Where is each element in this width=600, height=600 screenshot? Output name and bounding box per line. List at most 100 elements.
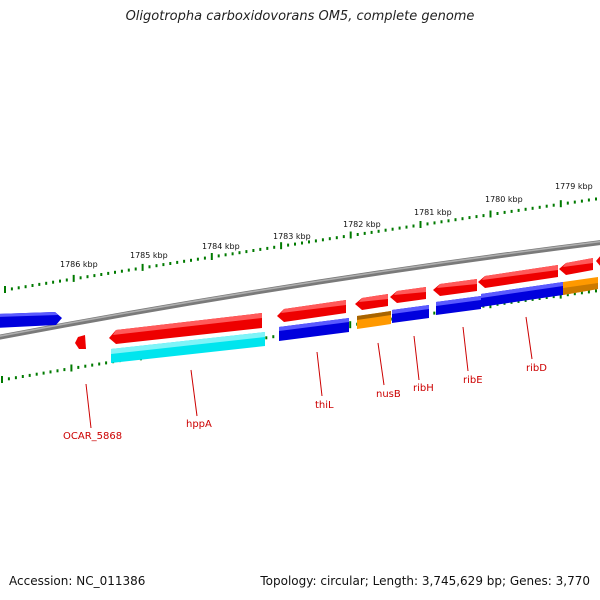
gene-thil[interactable] — [277, 300, 346, 322]
inner-ruler-minor-tick — [49, 370, 52, 374]
gene-hppa[interactable] — [109, 313, 262, 344]
outer-ruler-minor-tick — [65, 278, 68, 282]
outer-ruler-major-tick — [141, 263, 144, 271]
genome-backbone-highlight — [0, 240, 600, 337]
outer-ruler-minor-tick — [120, 269, 123, 273]
inner-ruler-minor-tick — [91, 363, 94, 367]
outer-ruler-minor-tick — [405, 225, 408, 229]
outer-ruler-minor-tick — [183, 259, 186, 263]
outer-ruler-minor-tick — [59, 279, 61, 283]
outer-ruler-minor-tick — [517, 208, 520, 212]
inner-ruler-minor-tick — [272, 335, 275, 339]
outer-ruler-minor-tick — [301, 241, 303, 245]
outer-ruler-major-tick — [489, 210, 492, 218]
gene-ribe[interactable] — [433, 279, 477, 296]
inner-ruler-minor-tick — [77, 365, 80, 369]
outer-ruler-minor-tick — [447, 219, 450, 223]
kbp-label-1780: 1780 kbp — [485, 195, 523, 204]
gene-label-ribd: ribD — [526, 363, 547, 374]
outer-ruler-minor-tick — [433, 221, 436, 225]
outer-ruler-minor-tick — [134, 267, 137, 271]
outer-ruler-minor-tick — [552, 203, 555, 207]
inner-ruler-minor-tick — [587, 290, 590, 294]
gene-leader-lines — [85, 316, 533, 429]
outer-ruler-minor-tick — [342, 235, 345, 239]
cds-right-orange[interactable] — [563, 277, 598, 295]
cds-nusb[interactable] — [357, 311, 391, 329]
cds-ribe[interactable] — [436, 296, 481, 315]
accession-text: Accession: NC_011386 — [9, 574, 146, 588]
cds-ribd[interactable] — [481, 282, 563, 307]
inner-ruler-minor-tick — [580, 291, 583, 295]
outer-ruler-minor-tick — [238, 251, 241, 255]
gene-nusb[interactable] — [355, 294, 388, 310]
outer-ruler-minor-tick — [79, 276, 82, 280]
outer-ruler-minor-tick — [440, 220, 443, 224]
gene-ocar-5868[interactable] — [75, 335, 86, 349]
cds-ribh[interactable] — [392, 305, 429, 323]
inner-ruler-major-tick — [349, 321, 352, 329]
inner-ruler-major-tick — [1, 376, 3, 383]
inner-ruler-minor-tick — [28, 373, 31, 377]
outer-ruler-major-tick — [559, 200, 562, 208]
gene-right-1[interactable] — [559, 258, 593, 275]
outer-ruler-minor-tick — [391, 227, 394, 231]
outer-ruler-minor-tick — [100, 273, 103, 276]
gene-ribd[interactable] — [478, 265, 558, 288]
outer-ruler-minor-tick — [580, 199, 583, 203]
outer-ruler-minor-tick — [328, 237, 331, 241]
outer-ruler-minor-tick — [224, 253, 227, 257]
cds-thil[interactable] — [279, 318, 349, 341]
outer-ruler-minor-tick — [217, 254, 220, 258]
outer-ruler-minor-tick — [169, 262, 172, 265]
outer-ruler-minor-tick — [363, 231, 366, 235]
inner-ruler-minor-tick — [98, 362, 101, 366]
inner-ruler-minor-tick — [433, 311, 436, 315]
inner-ruler-minor-tick — [84, 364, 87, 368]
cds-feature-left-blue[interactable] — [0, 312, 62, 328]
outer-ruler-minor-tick — [566, 201, 569, 205]
inner-ruler-minor-tick — [42, 371, 45, 375]
outer-ruler-major-tick — [72, 274, 75, 282]
kbp-label-1779: 1779 kbp — [555, 182, 593, 191]
outer-ruler-minor-tick — [524, 207, 527, 211]
inner-ruler-minor-tick — [573, 292, 576, 296]
outer-ruler-minor-tick — [86, 275, 89, 279]
outer-ruler-minor-tick — [412, 224, 415, 228]
outer-ruler-minor-tick — [266, 246, 269, 250]
gene-label-ribe: ribE — [463, 375, 483, 386]
outer-ruler-major-tick — [210, 253, 213, 260]
outer-ruler-minor-tick — [45, 281, 48, 285]
outer-ruler-minor-tick — [461, 217, 464, 221]
kbp-label-1784: 1784 kbp — [202, 242, 240, 251]
kbp-label-1786: 1786 kbp — [60, 260, 98, 269]
outer-ruler-minor-tick — [114, 270, 116, 274]
outer-ruler-minor-tick — [203, 256, 206, 260]
cds-hppa[interactable] — [111, 332, 265, 363]
gene-ribh[interactable] — [390, 287, 426, 303]
inner-ruler-minor-tick — [265, 336, 268, 340]
gene-right-2[interactable] — [596, 254, 600, 267]
outer-ruler-major-tick — [419, 221, 422, 228]
inner-ruler-minor-tick — [56, 369, 59, 373]
inner-ruler-minor-tick — [63, 368, 66, 372]
outer-ruler-minor-tick — [595, 197, 597, 201]
outer-ruler-minor-tick — [377, 229, 380, 233]
inner-ruler-minor-tick — [545, 296, 548, 299]
outer-ruler-minor-tick — [314, 239, 317, 243]
outer-ruler-minor-tick — [148, 265, 151, 269]
outer-ruler-major-tick — [4, 286, 6, 293]
topology-text: Topology: circular; Length: 3,745,629 bp… — [260, 574, 590, 588]
outer-ruler-minor-tick — [468, 216, 471, 220]
map-title: Oligotropha carboxidovorans OM5, complet… — [125, 9, 475, 24]
outer-ruler-minor-tick — [503, 210, 506, 214]
outer-ruler-minor-tick — [245, 250, 248, 254]
outer-ruler-minor-tick — [398, 226, 401, 230]
outer-ruler-minor-tick — [384, 228, 387, 232]
outer-ruler-minor-tick — [475, 215, 478, 219]
outer-ruler-minor-tick — [335, 236, 338, 240]
outer-ruler-minor-tick — [321, 238, 324, 242]
inner-ruler-minor-tick — [21, 375, 24, 378]
outer-ruler-minor-tick — [107, 271, 110, 275]
